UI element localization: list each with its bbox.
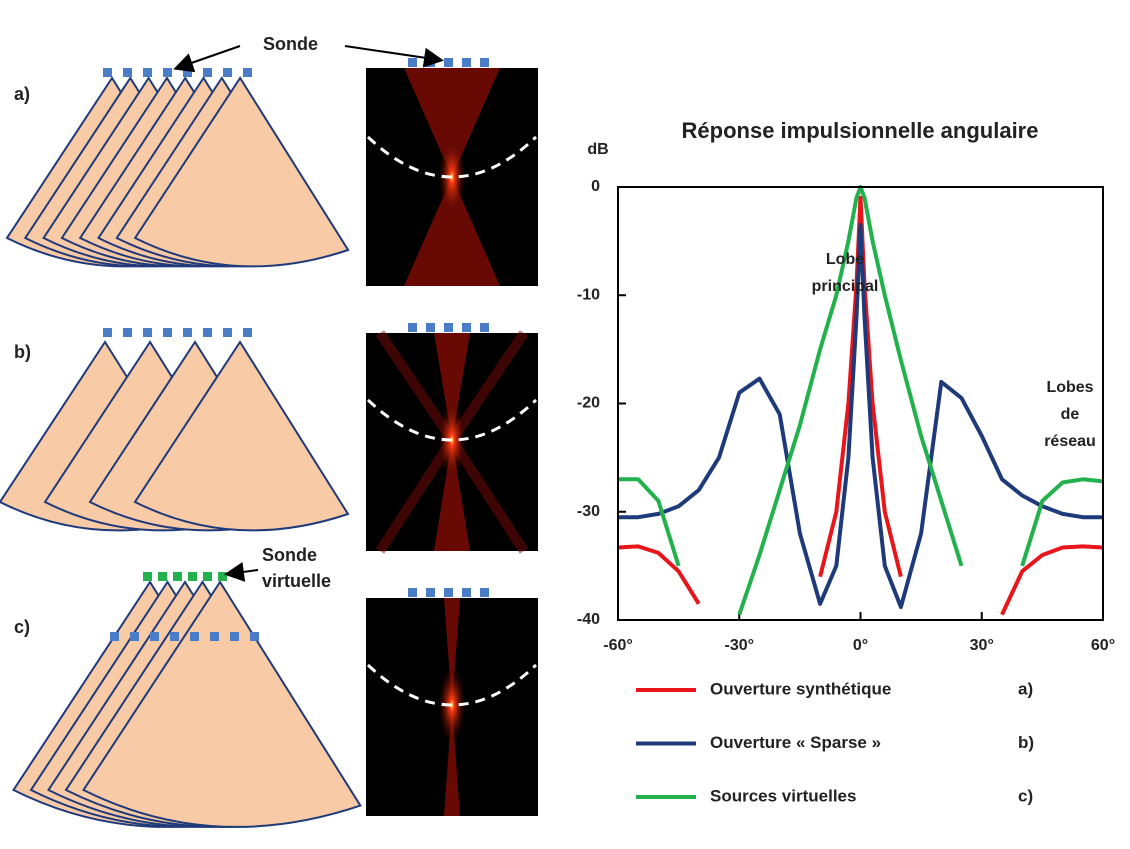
legend-tag: b)	[1018, 733, 1034, 752]
virtual-probe-label: Sonde	[262, 545, 317, 565]
x-tick-label: 30°	[970, 637, 994, 654]
legend-label: Ouverture synthétique	[710, 679, 891, 698]
y-tick-label: -20	[577, 395, 600, 412]
probe-element	[143, 572, 152, 581]
probe-element	[218, 572, 227, 581]
probe-element	[143, 328, 152, 337]
probe-element	[150, 632, 159, 641]
x-tick-label: 60°	[1091, 637, 1115, 654]
probe-element	[163, 68, 172, 77]
probe-element	[103, 328, 112, 337]
annotation: principal	[812, 278, 879, 295]
y-tick-label: -40	[577, 611, 600, 628]
panel-label: a)	[14, 84, 30, 104]
legend-label: Sources virtuelles	[710, 786, 856, 805]
probe-element	[188, 572, 197, 581]
probe-element	[190, 632, 199, 641]
chart-title: Réponse impulsionnelle angulaire	[682, 118, 1039, 143]
legend-tag: c)	[1018, 786, 1033, 805]
probe-element	[444, 588, 453, 597]
probe-element	[110, 632, 119, 641]
probe-element	[480, 58, 489, 67]
arrow	[177, 46, 240, 68]
probe-element	[158, 572, 167, 581]
probe-element	[223, 328, 232, 337]
probe-element	[444, 58, 453, 67]
panel-label: c)	[14, 617, 30, 637]
arrow	[228, 570, 258, 574]
probe-element	[183, 68, 192, 77]
probe-element	[462, 58, 471, 67]
probe-element	[203, 68, 212, 77]
probe-element	[230, 632, 239, 641]
x-tick-label: -60°	[603, 637, 633, 654]
probe-element	[123, 328, 132, 337]
y-tick-label: 0	[591, 178, 600, 195]
probe-element	[210, 632, 219, 641]
chart: Réponse impulsionnelle angulaire dB 0 -10 -2…	[577, 118, 1115, 806]
probe-element	[243, 328, 252, 337]
probe-element	[444, 323, 453, 332]
probe-element	[183, 328, 192, 337]
probe-element	[203, 328, 212, 337]
probe-element	[103, 68, 112, 77]
probe-element	[408, 323, 417, 332]
y-tick-label: -10	[577, 286, 600, 303]
legend-tag: a)	[1018, 679, 1033, 698]
annotation: réseau	[1044, 433, 1096, 450]
x-tick-label: 0°	[853, 637, 868, 654]
probe-element	[173, 572, 182, 581]
page: Sonde a) b) c) Sonde virtuelle Réponse i…	[0, 0, 1130, 849]
probe-element	[480, 588, 489, 597]
figure: Sonde a) b) c) Sonde virtuelle Réponse i…	[0, 0, 1130, 849]
annotation: de	[1061, 406, 1080, 423]
annotation: Lobes	[1046, 379, 1093, 396]
probe-element	[123, 68, 132, 77]
probe-element	[480, 323, 489, 332]
probe-element	[408, 58, 417, 67]
probe-element	[163, 328, 172, 337]
probe-element	[243, 68, 252, 77]
y-axis-label: dB	[587, 141, 608, 158]
y-tick-label: -30	[577, 503, 600, 520]
probe-element	[223, 68, 232, 77]
legend-label: Ouverture « Sparse »	[710, 733, 881, 752]
probe-element	[143, 68, 152, 77]
probe-element	[426, 323, 435, 332]
arrow	[345, 46, 440, 60]
virtual-probe-label: virtuelle	[262, 571, 331, 591]
probe-element	[426, 588, 435, 597]
probe-element	[250, 632, 259, 641]
probe-element	[408, 588, 417, 597]
x-tick-label: -30°	[724, 637, 754, 654]
probe-element	[203, 572, 212, 581]
probe-label: Sonde	[263, 34, 318, 54]
probe-element	[130, 632, 139, 641]
panel-label: b)	[14, 342, 31, 362]
diagrams	[0, 58, 538, 827]
probe-element	[170, 632, 179, 641]
probe-element	[462, 588, 471, 597]
probe-element	[462, 323, 471, 332]
annotation: Lobe	[826, 251, 864, 268]
